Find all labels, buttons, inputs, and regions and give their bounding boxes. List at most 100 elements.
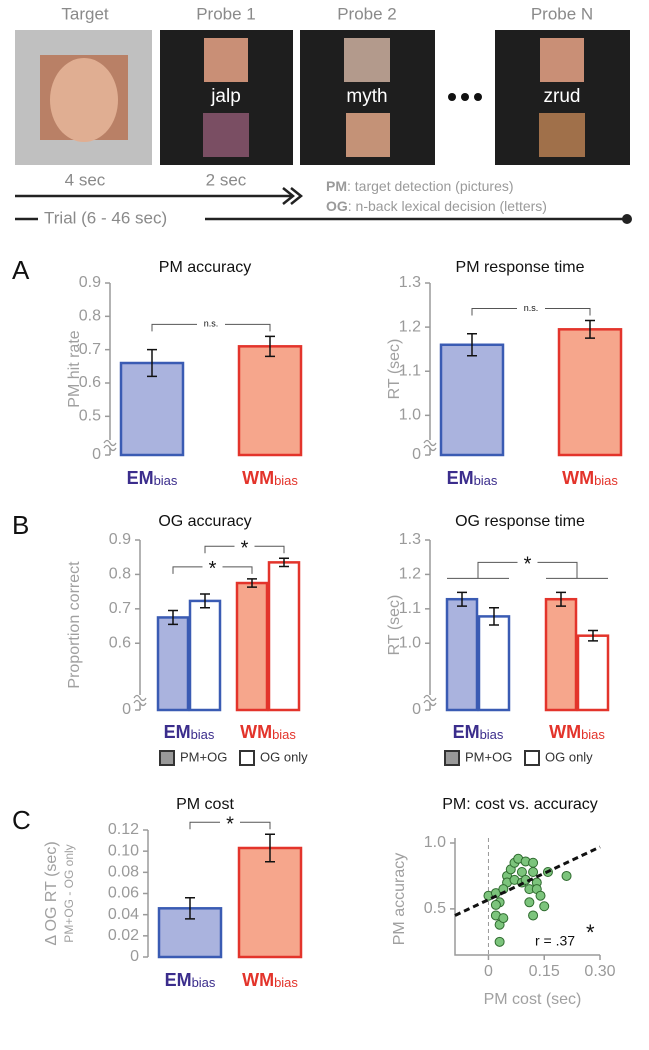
y-tick-label: 1.1 (399, 600, 421, 617)
y-axis-label: Δ OG RT (sec) (43, 841, 60, 945)
error-bar (185, 896, 195, 920)
point (524, 897, 535, 908)
category-subscript: bias (274, 473, 298, 488)
x-tick-label: WMbias (240, 722, 296, 743)
x-tick-label: 0 (484, 963, 493, 980)
axis-break (133, 694, 147, 707)
y-tick-label: 0.5 (424, 900, 446, 917)
point (539, 901, 550, 912)
category-subscript: bias (480, 727, 504, 742)
bracket-label: n.s. (524, 303, 539, 313)
y-tick-label: 0 (130, 948, 139, 965)
x-tick-label: EMbias (165, 970, 216, 991)
chart-title: PM: cost vs. accuracy (442, 796, 598, 813)
category-name: WM (242, 468, 274, 488)
y-tick-label: 0.5 (79, 408, 101, 425)
scene-image (539, 113, 585, 157)
legend-swatch (159, 750, 175, 766)
duration: 2 sec (206, 170, 247, 189)
bar (267, 561, 301, 712)
face-image (346, 113, 390, 157)
bar (439, 343, 505, 457)
x-tick-label: EMbias (447, 468, 498, 489)
bar (235, 581, 269, 712)
scene-image (203, 113, 249, 157)
y-tick-label: 0.06 (108, 885, 139, 902)
bracket (471, 308, 591, 316)
category-subscript: bias (594, 473, 618, 488)
category-name: EM (127, 468, 154, 488)
bracket (204, 545, 285, 554)
y-tick-label: 1.2 (399, 566, 421, 583)
face (50, 58, 118, 142)
probe-word: zrud (544, 86, 581, 107)
bracket (151, 323, 271, 332)
error-bar (265, 833, 275, 863)
bar (557, 328, 623, 457)
category-subscript: bias (192, 975, 216, 990)
axes (454, 838, 600, 956)
bar (156, 616, 190, 712)
note-key: PM (326, 178, 347, 194)
y-tick-label: 1.3 (399, 274, 421, 291)
arrow-head (290, 187, 304, 205)
category-name: WM (240, 722, 272, 742)
category-name: EM (453, 722, 480, 742)
y-axis-sublabel: PM+OG - OG only (62, 844, 76, 942)
error-bar (556, 591, 566, 607)
error-bar (247, 578, 257, 588)
y-axis-label: PM hit rate (66, 330, 83, 407)
y-tick-label: 0.6 (109, 634, 131, 651)
category-subscript: bias (191, 727, 215, 742)
point (498, 913, 509, 924)
y-tick-label: 0.12 (108, 821, 139, 838)
error-bar (265, 335, 275, 358)
legend-label: PM+OG (180, 749, 227, 764)
legend-label: OG only (260, 749, 308, 764)
category-subscript: bias (581, 727, 605, 742)
point (535, 890, 546, 901)
error-bar (585, 319, 595, 339)
bracket (477, 561, 578, 579)
annotation: r = .37 (535, 933, 575, 949)
legend-swatch (239, 750, 255, 766)
category-name: EM (164, 722, 191, 742)
category-subscript: bias (274, 975, 298, 990)
point (494, 936, 505, 947)
bar (576, 634, 610, 712)
chart-title: PM cost (176, 796, 234, 813)
category-name: EM (165, 970, 192, 990)
chart-title: OG accuracy (158, 513, 251, 530)
bracket-label: n.s. (204, 319, 219, 329)
point (528, 857, 539, 868)
y-tick-label: 0 (412, 701, 421, 718)
duration: 4 sec (65, 170, 106, 189)
x-tick-label: 0.15 (529, 963, 560, 980)
trial-label: Trial (6 - 46 sec) (44, 208, 167, 227)
error-bar (200, 593, 210, 609)
y-axis-label: RT (sec) (386, 339, 403, 400)
task-note: PM: target detection (pictures) (326, 178, 514, 194)
legend-swatch (444, 750, 460, 766)
x-tick-label: WMbias (549, 722, 605, 743)
bar (445, 597, 479, 712)
point (490, 899, 501, 910)
panel-label: B (12, 510, 29, 540)
error-bar (279, 557, 289, 568)
x-tick-label: EMbias (453, 722, 504, 743)
error-bar (147, 348, 157, 378)
note-text: : target detection (pictures) (347, 178, 514, 194)
y-tick-label: 0.6 (79, 374, 101, 391)
y-tick-label: 0 (412, 446, 421, 463)
category-subscript: bias (474, 473, 498, 488)
y-axis-label: RT (sec) (386, 595, 403, 656)
y-tick-label: 0.8 (79, 308, 101, 325)
bar (544, 597, 578, 712)
category-name: EM (447, 468, 474, 488)
screen-label: Target (61, 4, 109, 23)
error-bar (457, 591, 467, 607)
face-image (204, 38, 248, 82)
y-tick-label: 1.3 (399, 531, 421, 548)
bracket-label: * (209, 558, 217, 580)
